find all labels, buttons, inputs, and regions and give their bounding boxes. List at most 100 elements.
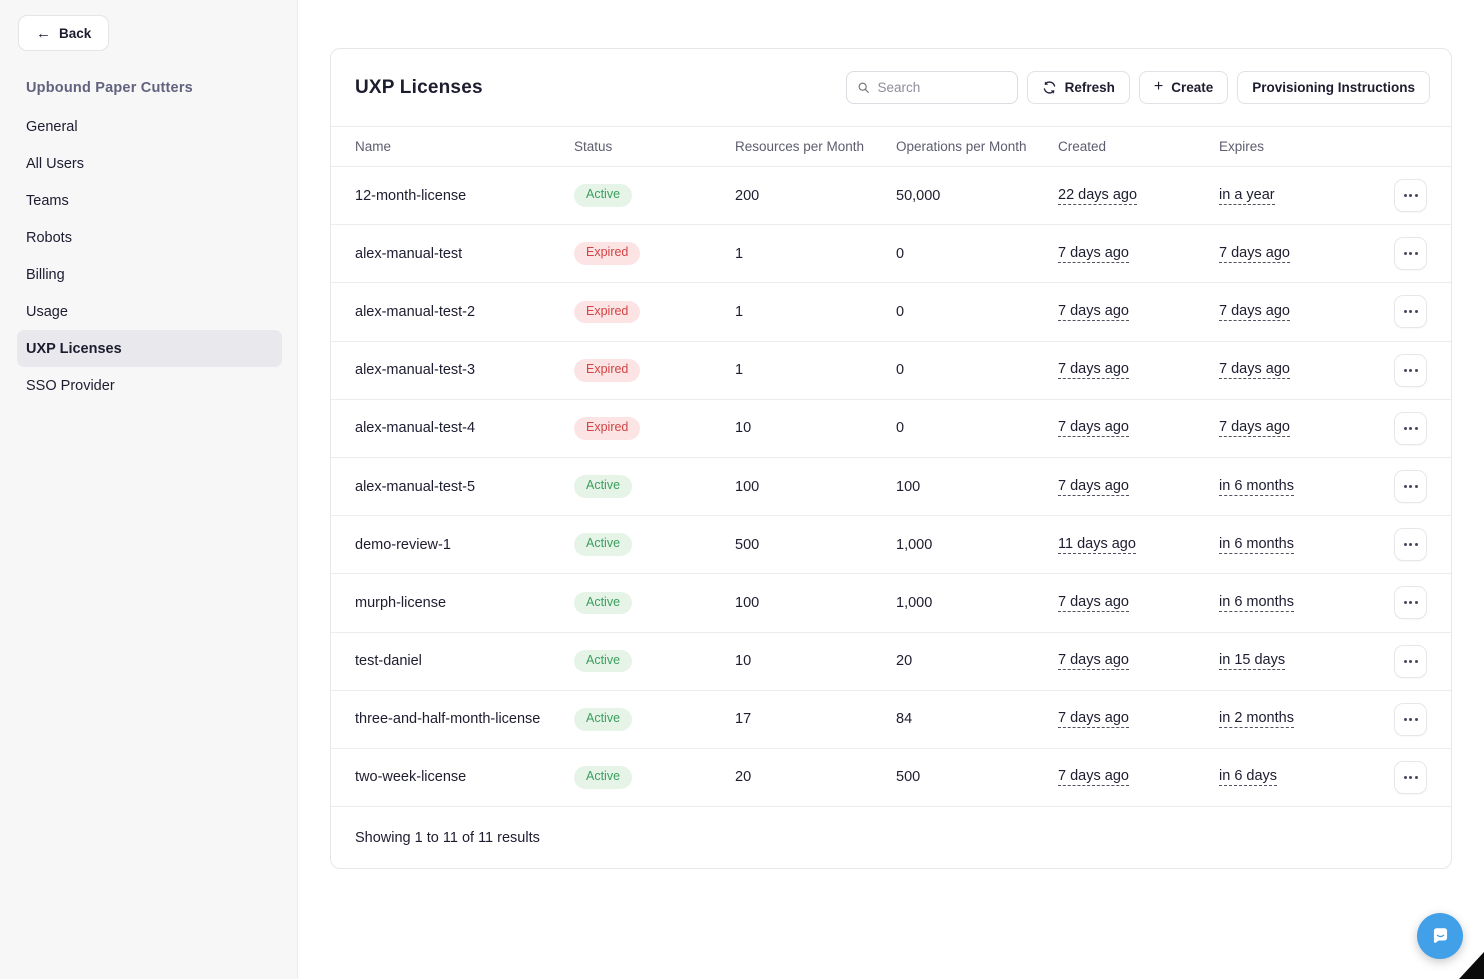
resources-per-month: 1 xyxy=(735,245,744,262)
created-date[interactable]: 7 days ago xyxy=(1058,593,1129,612)
back-button-label: Back xyxy=(59,25,92,41)
license-name: alex-manual-test xyxy=(355,245,463,262)
sidebar-item-billing[interactable]: Billing xyxy=(17,256,282,293)
row-actions-button[interactable] xyxy=(1394,586,1427,620)
license-name: alex-manual-test-4 xyxy=(355,420,476,437)
license-name: demo-review-1 xyxy=(355,536,451,553)
operations-per-month: 100 xyxy=(896,478,921,495)
table-header-row: Name Status Resources per Month Operations … xyxy=(331,126,1451,167)
status-badge: Expired xyxy=(574,358,641,382)
table-row: three-and-half-month-license Active 17 84 7 … xyxy=(331,691,1451,749)
row-actions-button[interactable] xyxy=(1394,411,1427,445)
license-name: 12-month-license xyxy=(355,187,467,204)
sidebar-item-robots[interactable]: Robots xyxy=(17,219,282,256)
back-button[interactable]: ← Back xyxy=(18,15,110,51)
sidebar-item-all-users[interactable]: All Users xyxy=(17,145,282,182)
expires-date[interactable]: in 6 days xyxy=(1219,768,1278,787)
status-badge: Active xyxy=(574,184,633,207)
row-actions-button[interactable] xyxy=(1394,760,1427,794)
created-date[interactable]: 7 days ago xyxy=(1058,361,1129,380)
row-actions-button[interactable] xyxy=(1394,295,1427,329)
chat-launcher-button[interactable] xyxy=(1417,913,1463,959)
operations-per-month: 0 xyxy=(896,245,905,262)
sidebar-item-label: Billing xyxy=(26,266,65,283)
ellipsis-icon xyxy=(1403,368,1418,372)
operations-per-month: 0 xyxy=(896,362,905,379)
refresh-button[interactable]: Refresh xyxy=(1026,71,1130,104)
sidebar-item-label: General xyxy=(26,118,78,135)
operations-per-month: 20 xyxy=(896,653,913,670)
row-actions-button[interactable] xyxy=(1394,528,1427,562)
ellipsis-icon xyxy=(1403,252,1418,256)
expires-date[interactable]: 7 days ago xyxy=(1219,419,1290,438)
status-badge: Active xyxy=(574,707,633,731)
toolbar: Refresh + Create Provisioning Instructio… xyxy=(845,71,1430,104)
row-actions-button[interactable] xyxy=(1394,353,1427,387)
ellipsis-icon xyxy=(1403,543,1418,547)
sidebar-item-label: UXP Licenses xyxy=(26,340,122,357)
ellipsis-icon xyxy=(1403,601,1418,605)
ellipsis-icon xyxy=(1403,775,1418,779)
created-date[interactable]: 7 days ago xyxy=(1058,710,1129,729)
org-name: Upbound Paper Cutters xyxy=(26,80,193,96)
plus-icon: + xyxy=(1153,78,1164,95)
created-date[interactable]: 7 days ago xyxy=(1058,652,1129,671)
expires-date[interactable]: in 15 days xyxy=(1219,652,1286,671)
expires-date[interactable]: in 6 months xyxy=(1219,477,1294,496)
search-input[interactable] xyxy=(877,80,1007,95)
table-row: alex-manual-test-2 Expired 1 0 7 days ago 7 d… xyxy=(331,283,1451,342)
operations-per-month: 1,000 xyxy=(896,594,933,611)
resources-per-month: 500 xyxy=(735,536,760,553)
license-name: alex-manual-test-5 xyxy=(355,478,476,495)
created-date[interactable]: 7 days ago xyxy=(1058,244,1129,263)
created-date[interactable]: 22 days ago xyxy=(1058,186,1138,205)
sidebar-item-label: Usage xyxy=(26,303,68,320)
create-button-label: Create xyxy=(1171,80,1214,95)
operations-per-month: 0 xyxy=(896,303,905,320)
expires-date[interactable]: 7 days ago xyxy=(1219,244,1290,263)
license-name: alex-manual-test-2 xyxy=(355,303,476,320)
table-row: demo-review-1 Active 500 1,000 11 days ago in… xyxy=(331,516,1451,575)
license-name: alex-manual-test-3 xyxy=(355,362,476,379)
license-name: three-and-half-month-license xyxy=(355,711,541,728)
sidebar-item-general[interactable]: General xyxy=(17,108,282,145)
row-actions-button[interactable] xyxy=(1394,237,1427,271)
operations-per-month: 84 xyxy=(896,711,913,728)
expires-date[interactable]: in 6 months xyxy=(1219,593,1294,612)
column-header-resources-per-month: Resources per Month xyxy=(735,139,865,154)
sidebar-item-teams[interactable]: Teams xyxy=(17,182,282,219)
created-date[interactable]: 7 days ago xyxy=(1058,302,1129,321)
table-row: alex-manual-test Expired 1 0 7 days ago 7 day… xyxy=(331,225,1451,284)
provisioning-instructions-button[interactable]: Provisioning Instructions xyxy=(1237,71,1430,104)
status-badge: Active xyxy=(574,475,633,498)
column-header-created: Created xyxy=(1058,139,1107,154)
page-title: UXP Licenses xyxy=(355,76,483,98)
search-icon xyxy=(858,82,869,93)
sidebar-item-uxp-licenses[interactable]: UXP Licenses xyxy=(17,330,282,367)
sidebar-item-usage[interactable]: Usage xyxy=(17,293,282,330)
created-date[interactable]: 11 days ago xyxy=(1058,535,1136,554)
table-row: 12-month-license Active 200 50,000 22 days a… xyxy=(331,167,1451,226)
table-row: test-daniel Active 10 20 7 days ago in 15 day… xyxy=(331,633,1451,691)
search-box[interactable] xyxy=(845,71,1018,104)
created-date[interactable]: 7 days ago xyxy=(1058,768,1129,787)
create-button[interactable]: + Create xyxy=(1138,71,1229,104)
created-date[interactable]: 7 days ago xyxy=(1058,477,1129,496)
table-row: alex-manual-test-5 Active 100 100 7 days ago… xyxy=(331,458,1451,517)
table-footer: Showing 1 to 11 of 11 results xyxy=(331,807,1451,868)
expires-date[interactable]: 7 days ago xyxy=(1219,302,1290,321)
expires-date[interactable]: in 2 months xyxy=(1219,710,1294,729)
row-actions-button[interactable] xyxy=(1394,702,1427,736)
ellipsis-icon xyxy=(1403,194,1418,198)
sidebar-item-sso-provider[interactable]: SSO Provider xyxy=(17,367,282,404)
expires-date[interactable]: in 6 months xyxy=(1219,535,1294,554)
expires-date[interactable]: 7 days ago xyxy=(1219,361,1290,380)
row-actions-button[interactable] xyxy=(1394,470,1427,504)
row-actions-button[interactable] xyxy=(1394,644,1427,678)
row-actions-button[interactable] xyxy=(1394,179,1427,213)
status-badge: Active xyxy=(574,533,633,557)
expires-date[interactable]: in a year xyxy=(1219,186,1275,205)
chat-bubble-icon xyxy=(1433,927,1447,943)
created-date[interactable]: 7 days ago xyxy=(1058,419,1129,438)
resources-per-month: 20 xyxy=(735,769,752,786)
